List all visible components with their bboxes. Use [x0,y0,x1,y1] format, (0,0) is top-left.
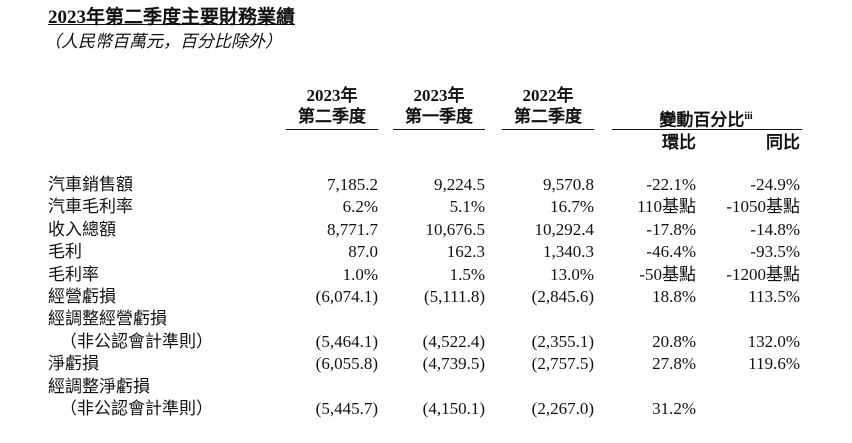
title: 2023年第二季度主要財務業績 [48,7,296,28]
change-header: 變動百分比iii [610,107,802,131]
cell: (2,267.0) [531,399,594,418]
cell: -17.8% [646,219,696,239]
cell: -93.5% [750,242,800,262]
header-rule [502,129,594,130]
cell: 162.3 [446,242,485,262]
subtitle: （人民幣百萬元，百分比除外） [44,32,282,51]
row-label: （非公認會計準則） [60,331,213,351]
cell: (4,150.1) [422,399,485,418]
cell: 9,224.5 [434,175,485,194]
cell: (2,355.1) [531,331,594,351]
cell: 27.8% [652,354,696,374]
cell: 1.5% [449,264,485,284]
row-label: 經調整經營虧損 [48,309,167,329]
row-label: 收入總額 [48,219,116,239]
cell: (6,055.8) [315,354,378,374]
column-year: 2022年 [522,86,574,105]
cell: 6.2% [342,197,378,217]
cell: (2,757.5) [531,354,594,374]
row-label: 毛利 [48,242,82,262]
header-rule [612,129,802,130]
cell: 18.8% [652,287,696,306]
cell: 7,185.2 [327,175,378,194]
cell: 16.7% [550,197,594,217]
cell: 8,771.7 [327,219,378,239]
cell: 1.0% [342,264,378,284]
cell: 5.1% [449,197,485,217]
cell: (4,739.5) [422,354,485,374]
cell: 9,570.8 [543,175,594,194]
cell: 13.0% [550,264,594,284]
cell: 87.0 [348,242,378,262]
cell: -1050基點 [726,197,800,217]
header-rule [286,129,378,130]
cell: (4,522.4) [422,331,485,351]
cell: 113.5% [748,287,800,306]
cell: -50基點 [639,264,696,284]
column-year: 2023年 [413,86,465,105]
column-period: 第二季度 [514,107,582,126]
cell: 1,340.3 [543,242,594,262]
cell: -22.1% [646,175,696,194]
cell: -1200基點 [726,264,800,284]
cell: -24.9% [750,175,800,194]
row-label: 汽車毛利率 [48,197,133,217]
row-label: 毛利率 [48,264,99,284]
cell: -14.8% [750,219,800,239]
cell: 132.0% [747,331,800,351]
change-label: 變動百分比 [659,110,745,130]
column-period: 第一季度 [405,107,473,126]
cell: (5,464.1) [315,331,378,351]
row-label: 經營虧損 [48,287,116,306]
subcolumn-header: 環比 [662,133,696,152]
cell: 20.8% [652,331,696,351]
superscript: iii [744,111,753,122]
cell: (2,845.6) [531,287,594,306]
cell: 110基點 [637,197,696,217]
row-label: （非公認會計準則） [60,399,213,418]
cell: 119.6% [748,354,800,374]
cell: 10,292.4 [534,219,595,239]
cell: (5,111.8) [423,287,485,306]
row-label: 淨虧損 [48,354,99,374]
cell: (5,445.7) [315,399,378,418]
column-period: 第二季度 [298,107,366,126]
header-rule [393,129,485,130]
cell: -46.4% [646,242,696,262]
cell: 10,676.5 [425,219,486,239]
cell: (6,074.1) [315,287,378,306]
row-label: 經調整淨虧損 [48,376,150,396]
subcolumn-header: 同比 [766,133,800,152]
row-label: 汽車銷售額 [48,175,133,194]
column-year: 2023年 [306,86,358,105]
cell: 31.2% [652,399,696,418]
